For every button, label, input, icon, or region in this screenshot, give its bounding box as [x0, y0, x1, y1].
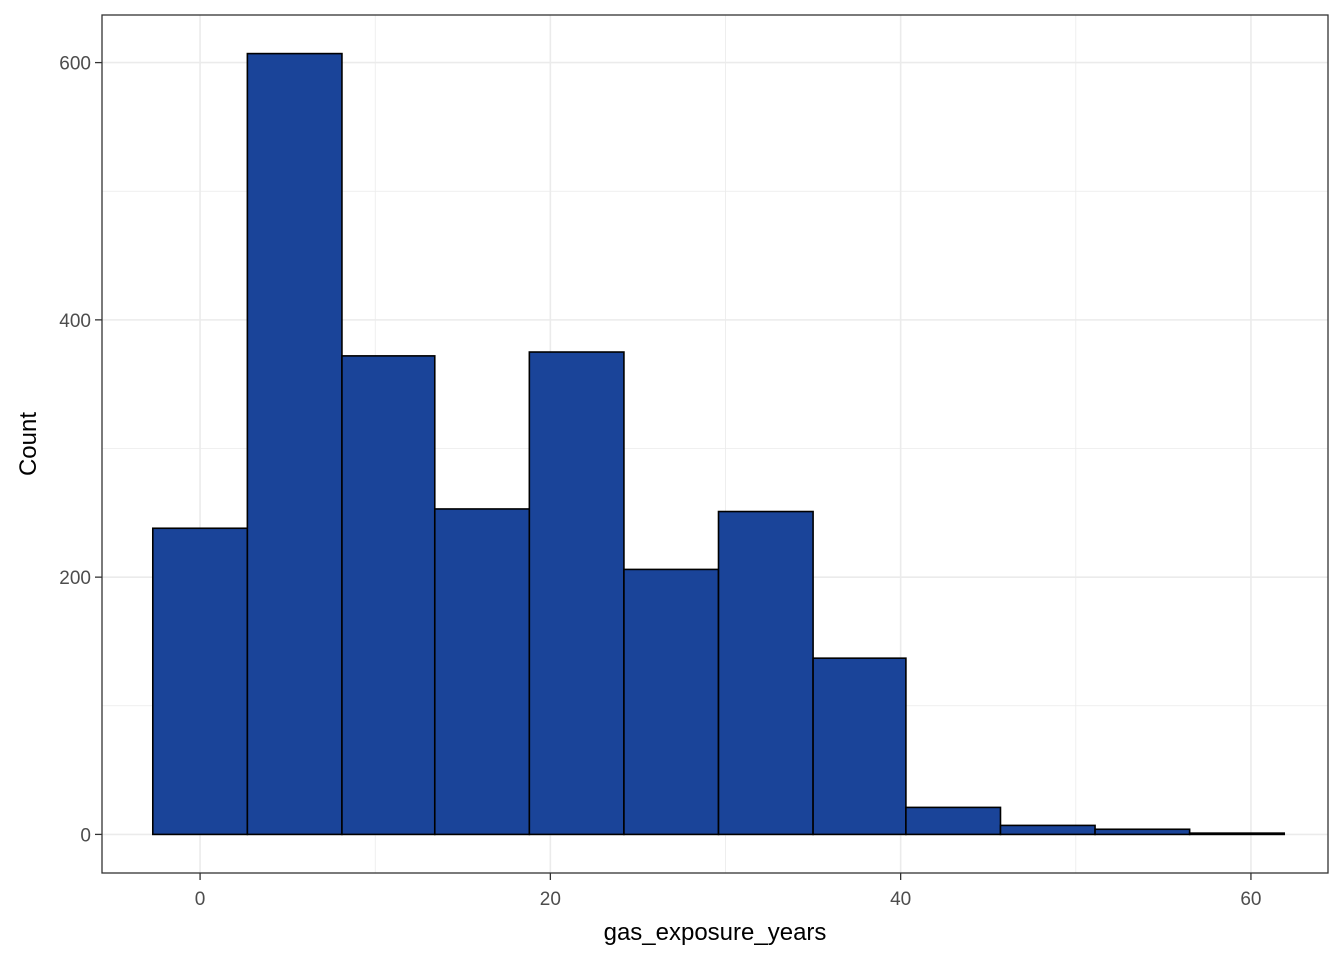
- x-tick-label: 40: [890, 889, 911, 910]
- x-tick-label: 20: [540, 889, 561, 910]
- histogram-bar: [246, 52, 343, 836]
- x-tick-label: 60: [1240, 889, 1261, 910]
- histogram-bar: [528, 351, 625, 836]
- y-tick-label: 600: [59, 54, 91, 75]
- histogram-bar: [151, 527, 249, 836]
- histogram-bar: [341, 355, 436, 836]
- histogram-bar: [1188, 832, 1286, 836]
- y-tick-label: 200: [59, 568, 91, 589]
- histogram-bar: [905, 806, 1002, 836]
- histogram-bar: [623, 568, 720, 836]
- histogram-bar: [717, 510, 814, 836]
- x-tick-label: 0: [195, 889, 206, 910]
- y-tick-label: 400: [59, 311, 91, 332]
- histogram-bar: [812, 657, 907, 836]
- y-axis-title: Count: [15, 412, 42, 476]
- x-axis-title: gas_exposure_years: [604, 919, 827, 946]
- histogram-bar: [999, 824, 1096, 836]
- y-tick-label: 0: [80, 825, 91, 846]
- panel-border: [101, 14, 1329, 874]
- histogram-bar: [433, 508, 531, 836]
- histogram-bars: [151, 52, 1286, 836]
- histogram-bar: [1094, 828, 1191, 836]
